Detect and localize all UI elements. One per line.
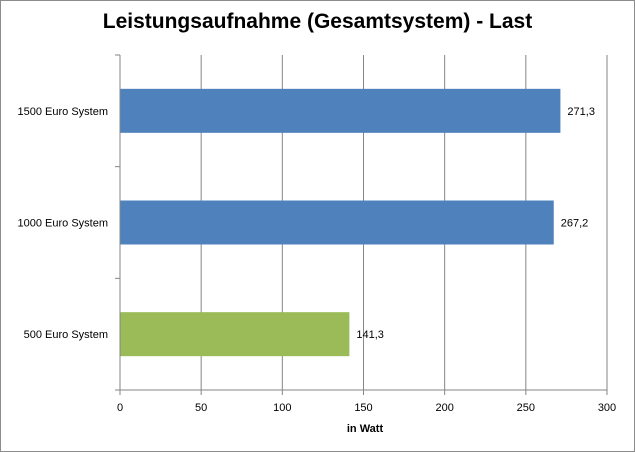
x-tick-label-150: 150 xyxy=(354,402,372,414)
x-tick-label-100: 100 xyxy=(273,402,291,414)
bar-2 xyxy=(120,200,554,245)
bar-3 xyxy=(120,312,350,357)
x-tick-label-250: 250 xyxy=(517,402,535,414)
data-label-1: 271,3 xyxy=(567,106,595,118)
data-label-3: 141,3 xyxy=(356,329,384,341)
bar-1 xyxy=(120,88,561,133)
data-label-2: 267,2 xyxy=(561,218,589,230)
x-tick-label-0: 0 xyxy=(117,402,123,414)
category-label-2: 1000 Euro System xyxy=(18,218,109,230)
category-label-3: 500 Euro System xyxy=(24,329,108,341)
labels: 0 50 100 150 200 250 300 1500 Euro System 271,3 1… xyxy=(18,106,617,414)
x-axis-title: in Watt xyxy=(347,423,384,435)
x-tick-label-200: 200 xyxy=(435,402,453,414)
chart-title: Leistungsaufnahme (Gesamtsystem) - Last xyxy=(102,10,533,33)
x-tick-label-300: 300 xyxy=(598,402,616,414)
axes xyxy=(115,54,608,395)
bars xyxy=(120,88,561,357)
category-label-1: 1500 Euro System xyxy=(18,106,109,118)
x-tick-label-50: 50 xyxy=(195,402,207,414)
